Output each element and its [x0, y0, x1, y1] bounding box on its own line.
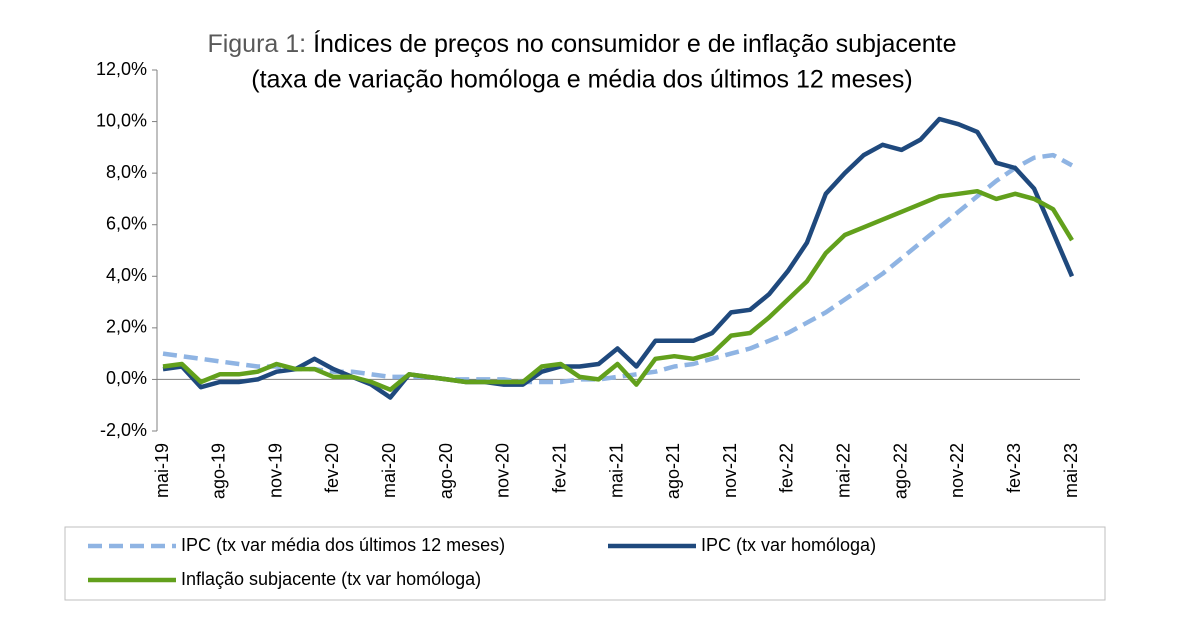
y-tick-label: 2,0% — [106, 317, 147, 337]
y-tick-label: 12,0% — [96, 59, 147, 79]
series-line — [162, 188, 1074, 392]
x-tick-label: ago-22 — [890, 443, 910, 499]
y-tick-label: 8,0% — [106, 162, 147, 182]
x-tick-label: mai-20 — [379, 443, 399, 498]
x-tick-label: ago-20 — [436, 443, 456, 499]
y-tick-label: 0,0% — [106, 368, 147, 388]
x-tick-label: mai-23 — [1061, 443, 1081, 498]
x-tick-label: ago-21 — [663, 443, 683, 499]
legend-label: Inflação subjacente (tx var homóloga) — [181, 569, 481, 589]
x-tick-label: nov-20 — [493, 443, 513, 498]
title-text: Índices de preços no consumidor e de inf… — [313, 29, 956, 58]
x-tick-label: ago-19 — [209, 443, 229, 499]
y-tick-label: 4,0% — [106, 265, 147, 285]
legend-label: IPC (tx var média dos últimos 12 meses) — [181, 535, 505, 555]
x-tick-label: nov-22 — [947, 443, 967, 498]
x-tick-label: fev-23 — [1004, 443, 1024, 493]
x-tick-label: nov-21 — [720, 443, 740, 498]
legend-box — [64, 526, 1106, 601]
chart-subtitle: (taxa de variação homóloga e média dos ú… — [251, 66, 912, 94]
legend-label: IPC (tx var homóloga) — [701, 535, 876, 555]
x-tick-label: nov-19 — [265, 443, 285, 498]
y-tick-label: -2,0% — [100, 420, 147, 440]
x-tick-label: mai-21 — [606, 443, 626, 498]
y-tick-label: 6,0% — [106, 213, 147, 233]
figure-label: Figura 1: — [207, 30, 306, 58]
x-tick-label: fev-20 — [322, 443, 342, 493]
x-tick-label: mai-19 — [152, 443, 172, 498]
chart-title: Figura 1: Índices de preços no consumido… — [207, 29, 956, 58]
y-tick-label: 10,0% — [96, 110, 147, 130]
x-tick-label: fev-21 — [549, 443, 569, 493]
x-tick-label: fev-22 — [777, 443, 797, 493]
x-tick-label: mai-22 — [834, 443, 854, 498]
series-line — [162, 116, 1075, 400]
